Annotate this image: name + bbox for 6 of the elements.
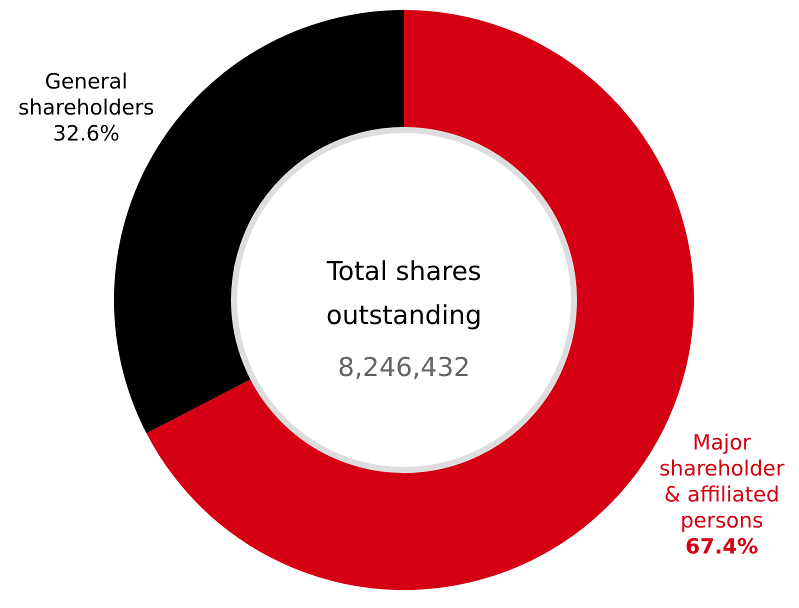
slice-label: General shareholders: [18, 70, 154, 120]
slice-label: Major shareholder & affiliated persons: [659, 430, 785, 532]
text: 8,246,432: [338, 353, 470, 383]
text: Total shares outstanding: [326, 257, 482, 331]
data-label: 32.6%: [52, 122, 120, 146]
data-label: 67.4%: [685, 534, 758, 558]
